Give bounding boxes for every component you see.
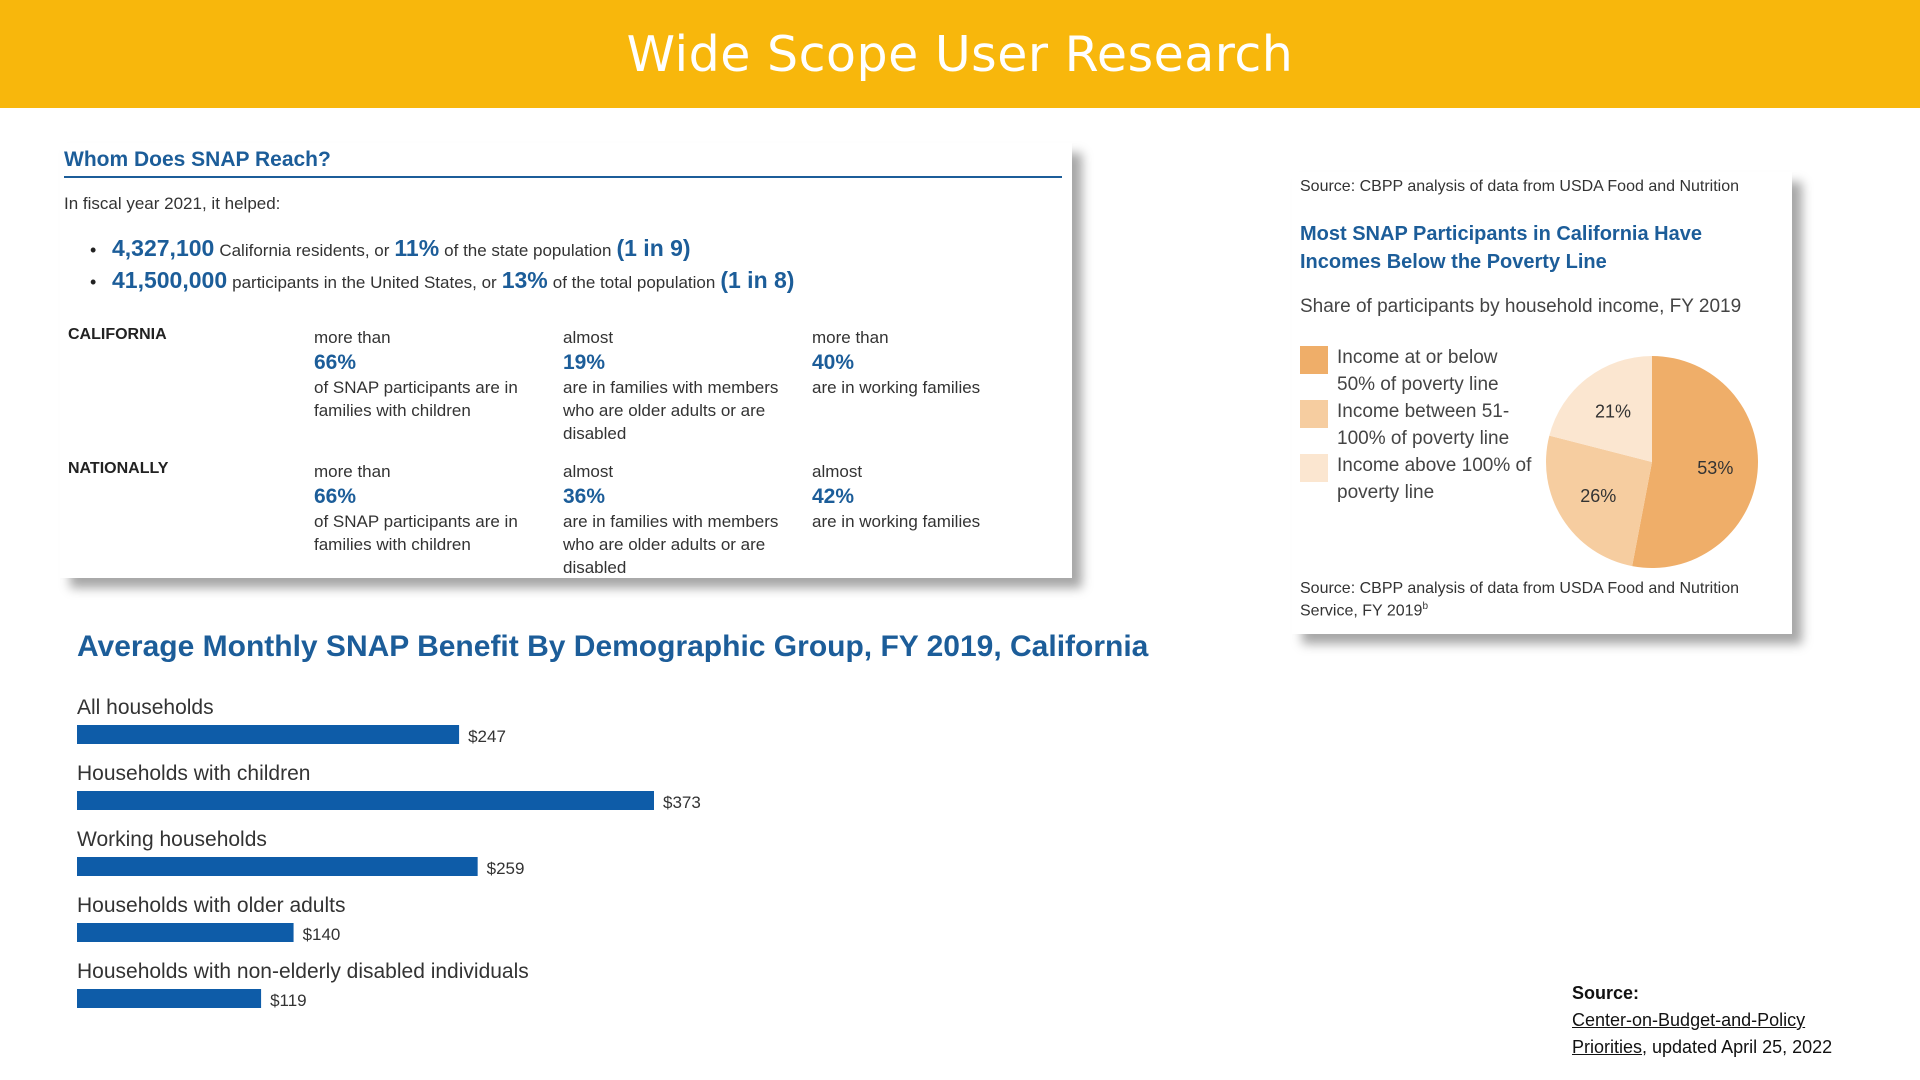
bar-value-label: $373 [663,793,701,812]
bar [77,791,654,810]
stat-qualifier: more than [314,328,391,347]
benefit-bar-chart: All households $247 Households with childr… [77,696,701,1010]
stat-cell: more than 66% of SNAP participants are i… [314,460,554,556]
pie-slice [1546,435,1652,567]
bar [77,857,478,876]
bullet-count: 41,500,000 [112,267,228,293]
stats-row-california: CALIFORNIA more than 66% of SNAP partici… [64,323,1064,457]
stat-percent: 42% [812,485,855,508]
snap-reach-title: Whom Does SNAP Reach? [64,148,1062,178]
bar-value-label: $140 [303,925,341,944]
stat-qualifier: almost [563,462,614,481]
source-label: Source: [1572,983,1640,1003]
stat-cell: almost 36% are in families with members … [563,460,803,579]
stat-percent: 66% [314,485,357,508]
bullet-ratio: (1 in 8) [720,267,795,293]
source-date: , updated April 25, 2022 [1642,1037,1833,1057]
stat-cell: almost 19% are in families with members … [563,326,803,445]
snap-reach-bullets: • 4,327,100 California residents, or 11%… [90,235,794,299]
stat-cell: almost 42% are in working families [812,460,1052,533]
stats-row-nationally: NATIONALLY more than 66% of SNAP partici… [64,457,1064,591]
snap-stats-table: CALIFORNIA more than 66% of SNAP partici… [64,323,1064,591]
bullet-pct: 11% [394,235,440,261]
bullet-text: California residents, or [219,241,390,260]
legend-item: Income above 100% of poverty line [1300,452,1537,506]
row-label: NATIONALLY [68,460,169,477]
bullet-count: 4,327,100 [112,235,215,261]
stat-cell: more than 40% are in working families [812,326,1052,399]
title-banner: Wide Scope User Research [0,0,1920,108]
pie-value-label: 53% [1697,458,1733,478]
stat-qualifier: more than [812,328,889,347]
poverty-pie-card: Source: CBPP analysis of data from USDA … [1292,172,1792,634]
pie-title: Most SNAP Participants in California Hav… [1300,223,1702,273]
stat-percent: 40% [812,351,855,374]
bar [77,989,262,1008]
bullet-dot-icon: • [90,240,97,260]
bar-category-label: Households with non-elderly disabled ind… [77,960,529,983]
pie-source-superscript: b [1422,601,1428,612]
pie-legend: Income at or below 50% of poverty line I… [1300,344,1537,506]
bar [77,923,294,942]
bar-value-label: $119 [270,991,307,1010]
bar-chart-title: Average Monthly SNAP Benefit By Demograp… [77,630,1149,663]
legend-label: Income between 51-100% of poverty line [1337,401,1510,449]
legend-item: Income between 51-100% of poverty line [1300,398,1537,452]
legend-swatch [1300,346,1328,374]
poverty-pie-chart: 53% 26% 21% [1546,356,1758,568]
pie-value-label: 26% [1580,486,1616,506]
bar-category-label: Households with older adults [77,894,346,917]
source-citation: Source: Center-on-Budget-and-Policy Prio… [1572,980,1832,1061]
bullet-text: of the total population [552,273,716,292]
bar [77,725,460,744]
bar-category-label: All households [77,696,214,719]
bullet-text: of the state population [444,241,612,260]
bullet-pct: 13% [501,267,548,293]
page-title: Wide Scope User Research [626,25,1294,83]
bullet-ratio: (1 in 9) [616,235,691,261]
stat-description: are in families with members who are old… [563,512,779,577]
source-link[interactable]: Priorities [1572,1037,1643,1057]
bullet-text: participants in the United States, or [232,273,497,292]
bar-value-label: $259 [487,859,525,878]
source-link[interactable]: Center-on-Budget-and-Policy [1572,1010,1806,1030]
pie-slice [1549,356,1652,462]
row-label: CALIFORNIA [68,326,167,343]
pie-slice [1632,356,1758,568]
legend-swatch [1300,454,1328,482]
stat-percent: 19% [563,351,606,374]
bar-value-label: $247 [468,727,506,746]
stat-description: are in families with members who are old… [563,378,779,443]
pie-source-bottom: Source: CBPP analysis of data from USDA … [1300,580,1780,620]
pie-subtitle: Share of participants by household incom… [1300,296,1742,317]
stat-percent: 66% [314,351,357,374]
legend-label: Income at or below 50% of poverty line [1337,347,1499,395]
bullet-national: • 41,500,000 participants in the United … [90,267,794,299]
stat-description: are in working families [812,378,981,397]
snap-reach-card: Whom Does SNAP Reach? In fiscal year 202… [60,143,1072,578]
stat-qualifier: almost [563,328,614,347]
pie-source-text: Source: CBPP analysis of data from USDA … [1300,580,1740,620]
stat-description: are in working families [812,512,981,531]
stat-percent: 36% [563,485,606,508]
stat-qualifier: more than [314,462,391,481]
stat-description: of SNAP participants are in families wit… [314,512,518,554]
bar-category-label: Households with children [77,762,310,785]
pie-source-top: Source: CBPP analysis of data from USDA … [1300,178,1740,195]
legend-item: Income at or below 50% of poverty line [1300,344,1537,398]
legend-swatch [1300,400,1328,428]
pie-value-label: 21% [1595,402,1631,422]
stat-cell: more than 66% of SNAP participants are i… [314,326,554,422]
bar-category-label: Working households [77,828,267,851]
bullet-dot-icon: • [90,272,97,292]
bullet-california: • 4,327,100 California residents, or 11%… [90,235,794,267]
snap-reach-intro: In fiscal year 2021, it helped: [64,194,281,213]
stat-description: of SNAP participants are in families wit… [314,378,518,420]
legend-label: Income above 100% of poverty line [1337,455,1532,503]
stat-qualifier: almost [812,462,863,481]
